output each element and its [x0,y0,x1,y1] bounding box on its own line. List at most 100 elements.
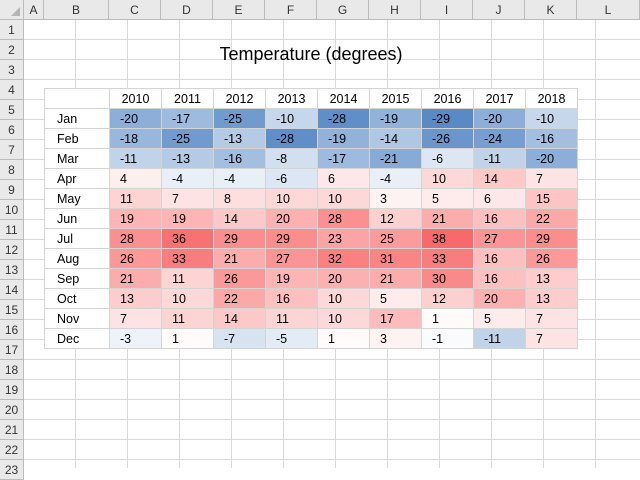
year-header-cell[interactable]: 2014 [317,88,370,109]
temperature-cell[interactable]: 14 [213,308,266,329]
temperature-cell[interactable]: -28 [317,108,370,129]
temperature-cell[interactable]: -28 [265,128,318,149]
temperature-cell[interactable]: 7 [525,168,578,189]
temperature-cell[interactable]: 27 [265,248,318,269]
temperature-cell[interactable]: -16 [525,128,578,149]
temperature-cell[interactable]: -13 [161,148,214,169]
temperature-cell[interactable]: 10 [421,168,474,189]
temperature-cell[interactable]: -29 [421,108,474,129]
temperature-cell[interactable]: 11 [265,308,318,329]
temperature-cell[interactable]: 5 [421,188,474,209]
month-label-cell[interactable]: Jan [44,108,110,129]
temperature-cell[interactable]: 21 [109,268,162,289]
month-label-cell[interactable]: Jun [44,208,110,229]
column-header-b[interactable]: B [44,0,109,20]
year-header-cell[interactable]: 2015 [369,88,422,109]
temperature-cell[interactable]: 10 [317,288,370,309]
row-header-18[interactable]: 18 [0,360,24,380]
row-header-14[interactable]: 14 [0,280,24,300]
temperature-cell[interactable]: 23 [317,228,370,249]
temperature-cell[interactable]: 26 [109,248,162,269]
temperature-cell[interactable]: 20 [265,208,318,229]
row-header-11[interactable]: 11 [0,220,24,240]
temperature-cell[interactable]: 16 [265,288,318,309]
column-header-e[interactable]: E [213,0,265,20]
column-header-c[interactable]: C [109,0,161,20]
row-header-19[interactable]: 19 [0,380,24,400]
row-header-2[interactable]: 2 [0,40,24,60]
temperature-cell[interactable]: 28 [109,228,162,249]
column-header-k[interactable]: K [525,0,577,20]
temperature-cell[interactable]: 14 [213,208,266,229]
year-header-cell[interactable]: 2013 [265,88,318,109]
month-label-cell[interactable]: Feb [44,128,110,149]
year-header-cell[interactable]: 2012 [213,88,266,109]
temperature-cell[interactable]: 22 [213,288,266,309]
temperature-cell[interactable]: 21 [369,268,422,289]
temperature-cell[interactable]: 36 [161,228,214,249]
month-label-cell[interactable]: Aug [44,248,110,269]
temperature-cell[interactable]: -11 [473,328,526,349]
row-header-1[interactable]: 1 [0,20,24,40]
temperature-cell[interactable]: 16 [473,248,526,269]
temperature-cell[interactable]: 13 [525,288,578,309]
temperature-cell[interactable]: 4 [109,168,162,189]
temperature-cell[interactable]: 19 [265,268,318,289]
temperature-cell[interactable]: 29 [213,228,266,249]
temperature-cell[interactable]: 1 [161,328,214,349]
row-header-6[interactable]: 6 [0,120,24,140]
temperature-cell[interactable]: 17 [369,308,422,329]
temperature-cell[interactable]: 14 [473,168,526,189]
temperature-cell[interactable]: -21 [369,148,422,169]
year-header-cell[interactable]: 2010 [109,88,162,109]
temperature-cell[interactable]: 13 [109,288,162,309]
temperature-cell[interactable]: 33 [161,248,214,269]
temperature-cell[interactable]: -19 [369,108,422,129]
year-header-cell[interactable]: 2018 [525,88,578,109]
temperature-cell[interactable]: 19 [109,208,162,229]
column-header-a[interactable]: A [24,0,44,20]
temperature-cell[interactable]: -7 [213,328,266,349]
temperature-cell[interactable]: -11 [473,148,526,169]
row-header-13[interactable]: 13 [0,260,24,280]
temperature-cell[interactable]: -6 [265,168,318,189]
temperature-cell[interactable]: 7 [161,188,214,209]
temperature-cell[interactable]: -24 [473,128,526,149]
temperature-cell[interactable]: 20 [473,288,526,309]
temperature-cell[interactable]: -13 [213,128,266,149]
row-header-5[interactable]: 5 [0,100,24,120]
row-header-15[interactable]: 15 [0,300,24,320]
temperature-cell[interactable]: -17 [317,148,370,169]
temperature-cell[interactable]: 21 [421,208,474,229]
temperature-cell[interactable]: 16 [473,268,526,289]
column-header-i[interactable]: I [421,0,473,20]
column-header-d[interactable]: D [161,0,213,20]
select-all-button[interactable] [0,0,24,20]
temperature-cell[interactable]: 20 [317,268,370,289]
row-header-10[interactable]: 10 [0,200,24,220]
temperature-cell[interactable]: -8 [265,148,318,169]
temperature-cell[interactable]: 5 [369,288,422,309]
row-header-21[interactable]: 21 [0,420,24,440]
row-header-8[interactable]: 8 [0,160,24,180]
temperature-cell[interactable]: 7 [525,328,578,349]
temperature-cell[interactable]: -18 [109,128,162,149]
temperature-cell[interactable]: 30 [421,268,474,289]
temperature-cell[interactable]: 12 [421,288,474,309]
column-header-h[interactable]: H [369,0,421,20]
temperature-cell[interactable]: 28 [317,208,370,229]
row-header-20[interactable]: 20 [0,400,24,420]
row-header-16[interactable]: 16 [0,320,24,340]
temperature-cell[interactable]: 19 [161,208,214,229]
temperature-cell[interactable]: 15 [525,188,578,209]
temperature-cell[interactable]: -19 [317,128,370,149]
temperature-cell[interactable]: -1 [421,328,474,349]
month-label-cell[interactable]: May [44,188,110,209]
temperature-cell[interactable]: 11 [109,188,162,209]
temperature-cell[interactable]: 1 [317,328,370,349]
temperature-cell[interactable]: -16 [213,148,266,169]
temperature-cell[interactable]: 7 [525,308,578,329]
temperature-cell[interactable]: -25 [161,128,214,149]
temperature-cell[interactable]: 10 [317,308,370,329]
temperature-cell[interactable]: 22 [525,208,578,229]
